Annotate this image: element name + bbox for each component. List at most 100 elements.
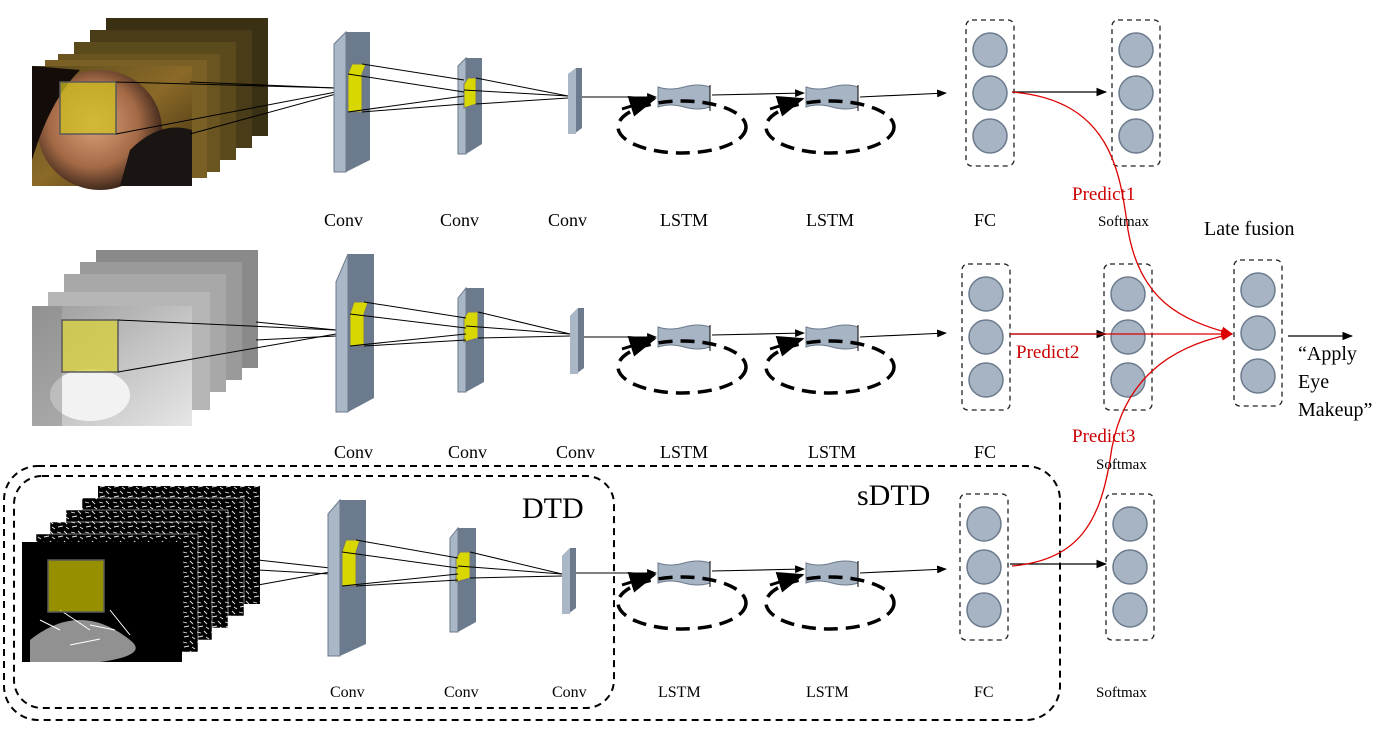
- row1-lstm-lstm-arrow: [711, 89, 805, 98]
- row1-lstm1-cell: [616, 84, 748, 155]
- row1-conv-lines: [347, 63, 569, 113]
- row1-softmax-column: [1111, 19, 1161, 167]
- row1-labels: Conv Conv Conv LSTM LSTM FC Softmax: [324, 210, 1149, 230]
- row3-lstm1-cell: [616, 560, 748, 631]
- row3-softmax-column: [1105, 493, 1155, 641]
- row2-lstm2-label: LSTM: [808, 442, 856, 462]
- row2-lstm-lstm-arrow: [711, 329, 805, 338]
- row2-kernel-patch: [61, 319, 119, 373]
- output-line-3: Makeup”: [1298, 399, 1372, 421]
- row3-input-frames: [22, 486, 260, 662]
- row1-lstm2-cell: [764, 84, 896, 155]
- row1-conv2: [457, 56, 482, 155]
- row1-conv1: [333, 30, 370, 173]
- row1-softmax-label: Softmax: [1098, 214, 1149, 230]
- node-circle: [1118, 118, 1154, 154]
- row3-conv3-label: Conv: [552, 684, 587, 701]
- row2-conv1: [335, 253, 374, 413]
- row1-conv3: [568, 68, 582, 134]
- row3-lstm2-cell: [764, 560, 896, 631]
- row1-conv3-label: Conv: [548, 210, 587, 230]
- row3-conv-lines: [341, 539, 563, 587]
- sdtd-group-label: sDTD: [857, 479, 930, 512]
- row3-labels: Conv Conv Conv LSTM LSTM FC Softmax: [330, 684, 1147, 701]
- row1-conv2-label: Conv: [440, 210, 479, 230]
- node-circle: [968, 362, 1004, 398]
- row1-receptive-lines: [115, 81, 337, 135]
- row3-conv2-label: Conv: [444, 684, 479, 701]
- node-circle: [1240, 315, 1276, 351]
- row2-lstm2-cell: [764, 324, 896, 395]
- dtd-group-box: [13, 475, 615, 709]
- row3-fc-label: FC: [974, 684, 994, 701]
- row2-conv3-label: Conv: [556, 442, 595, 462]
- node-circle: [1110, 362, 1146, 398]
- node-circle: [1118, 75, 1154, 111]
- row2-conv2: [457, 286, 484, 393]
- node-circle: [972, 75, 1008, 111]
- late-fusion-title: Late fusion: [1204, 218, 1295, 240]
- row2-fc-label: FC: [974, 442, 996, 462]
- row3-kernel-patch: [47, 559, 105, 613]
- node-circle: [1110, 319, 1146, 355]
- row2-conv3: [570, 308, 584, 374]
- node-circle: [1240, 272, 1276, 308]
- node-circle: [1240, 358, 1276, 394]
- row1-input-frames: [32, 18, 268, 190]
- node-circle: [966, 549, 1002, 585]
- node-circle: [968, 276, 1004, 312]
- row2-softmax-label: Softmax: [1096, 457, 1147, 473]
- row2-conv1-label: Conv: [334, 442, 373, 462]
- row2-receptive-lines: [117, 319, 337, 373]
- row3-conv1: [327, 498, 366, 657]
- row3-lstm-lstm-arrow: [711, 565, 805, 574]
- row3-lstm-fc-arrow: [859, 565, 947, 574]
- row2-lstm-fc-arrow: [859, 329, 947, 338]
- sdtd-group-box: [3, 465, 1061, 721]
- dtd-group-label: DTD: [522, 492, 584, 525]
- row1-lstm1-label: LSTM: [660, 210, 708, 230]
- row3-softmax-label: Softmax: [1096, 685, 1147, 701]
- row1-fc-column: [965, 19, 1015, 167]
- repeated-structures: [576, 19, 1283, 641]
- row1-conv1-label: Conv: [324, 210, 363, 230]
- predict3-curve: [1011, 331, 1234, 567]
- node-circle: [972, 32, 1008, 68]
- row1-fc-label: FC: [974, 210, 996, 230]
- node-circle: [966, 592, 1002, 628]
- row3-conv3: [562, 548, 576, 614]
- fusion-column: [1233, 259, 1283, 407]
- node-circle: [1112, 506, 1148, 542]
- row2-conv-lines: [349, 301, 571, 347]
- row3-lstm1-label: LSTM: [658, 684, 701, 701]
- row2-lstm1-label: LSTM: [660, 442, 708, 462]
- node-circle: [966, 506, 1002, 542]
- row2-input-frames: [32, 250, 258, 426]
- node-circle: [972, 118, 1008, 154]
- row2-conv2-label: Conv: [448, 442, 487, 462]
- predict1-label: Predict1: [1072, 184, 1135, 205]
- output-line-1: “Apply: [1298, 343, 1357, 365]
- row3-receptive-lines: [257, 559, 331, 586]
- node-circle: [1112, 592, 1148, 628]
- row2-lstm1-cell: [616, 324, 748, 395]
- row1-lstm-fc-arrow: [859, 89, 947, 98]
- output-line-2: Eye: [1298, 371, 1329, 393]
- node-circle: [968, 319, 1004, 355]
- node-circle: [1112, 549, 1148, 585]
- predict3-label: Predict3: [1072, 426, 1135, 447]
- node-circle: [1118, 32, 1154, 68]
- row3-fc-column: [959, 493, 1009, 641]
- row1-kernel-patch: [59, 81, 117, 135]
- row2-labels: Conv Conv Conv LSTM LSTM FC Softmax: [334, 442, 1147, 473]
- row2-softmax-column: [1103, 263, 1153, 411]
- row3-lstm2-label: LSTM: [806, 684, 849, 701]
- predict1-curve: [1011, 91, 1234, 336]
- row2-fc-column: [961, 263, 1011, 411]
- node-circle: [1110, 276, 1146, 312]
- predict2-label: Predict2: [1016, 342, 1079, 363]
- row3-conv1-label: Conv: [330, 684, 365, 701]
- row1-lstm2-label: LSTM: [806, 210, 854, 230]
